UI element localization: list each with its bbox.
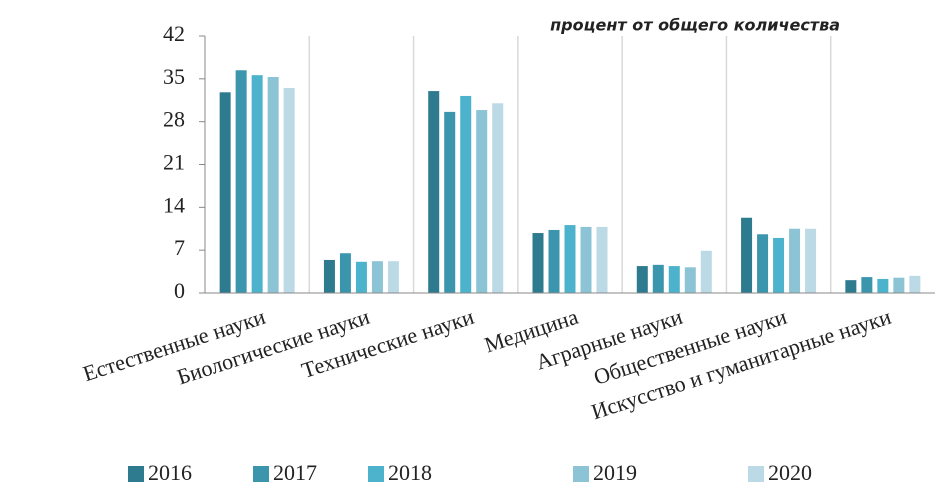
bar xyxy=(668,266,680,293)
bar xyxy=(845,280,857,293)
bar xyxy=(548,229,560,293)
y-tick-label: 0 xyxy=(174,278,185,303)
bar xyxy=(267,76,279,293)
bar xyxy=(460,95,472,293)
bar xyxy=(387,261,399,293)
bar xyxy=(323,259,335,293)
legend-label: 2019 xyxy=(593,460,637,485)
bar xyxy=(805,228,817,293)
bar xyxy=(428,91,440,293)
bar xyxy=(532,233,544,293)
bar xyxy=(444,111,456,293)
annotation: процент от общего количества xyxy=(550,16,840,35)
bar xyxy=(861,277,873,293)
legend-label: 2016 xyxy=(148,460,192,485)
bar xyxy=(219,92,231,294)
y-tick-label: 14 xyxy=(163,192,185,217)
bar xyxy=(652,264,664,293)
bar xyxy=(492,103,504,293)
bar xyxy=(773,237,785,293)
y-tick-label: 21 xyxy=(163,150,185,175)
legend-label: 2017 xyxy=(273,460,317,485)
bar xyxy=(877,278,889,293)
bar xyxy=(636,266,648,293)
bar xyxy=(355,261,367,293)
y-tick-label: 7 xyxy=(174,235,185,260)
bar xyxy=(580,226,592,293)
bar xyxy=(757,234,769,293)
bar xyxy=(283,88,295,293)
legend-swatch xyxy=(128,466,144,482)
bar xyxy=(564,225,576,293)
legend-swatch xyxy=(573,466,589,482)
legend-swatch xyxy=(748,466,764,482)
bar xyxy=(596,226,608,293)
bar xyxy=(371,261,383,293)
bar xyxy=(251,75,263,294)
bar xyxy=(893,277,905,293)
bar xyxy=(789,228,801,293)
bar xyxy=(684,267,696,293)
bar xyxy=(741,217,753,293)
legend-swatch xyxy=(368,466,384,482)
bar xyxy=(476,110,488,294)
bar xyxy=(909,275,921,293)
legend-swatch xyxy=(253,466,269,482)
y-tick-label: 28 xyxy=(163,107,185,132)
y-tick-label: 35 xyxy=(163,64,185,89)
y-tick-label: 42 xyxy=(163,21,185,46)
bar xyxy=(339,253,351,293)
bar xyxy=(235,70,247,294)
legend-label: 2020 xyxy=(768,460,812,485)
legend-label: 2018 xyxy=(388,460,432,485)
bar xyxy=(700,250,712,293)
